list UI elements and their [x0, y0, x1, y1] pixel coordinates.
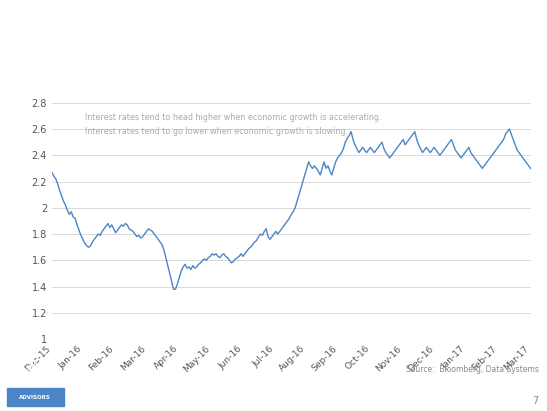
Text: ADVISORS: ADVISORS [19, 395, 51, 399]
Bar [7, 388, 64, 406]
Text: L&S: L&S [19, 360, 52, 375]
Text: 10-YEAR INTEREST RATES HAVE STABILIZED AFTER: 10-YEAR INTEREST RATES HAVE STABILIZED A… [84, 22, 463, 35]
Text: Source:  Bloomberg, Data Systems: Source: Bloomberg, Data Systems [406, 365, 539, 374]
Text: Interest rates tend to head higher when economic growth is accelerating.
Interes: Interest rates tend to head higher when … [85, 113, 382, 136]
Text: 7: 7 [533, 395, 539, 406]
Text: REBOUNDING STRONGLY FOLLOWING THE ELECTION: REBOUNDING STRONGLY FOLLOWING THE ELECTI… [79, 60, 468, 73]
